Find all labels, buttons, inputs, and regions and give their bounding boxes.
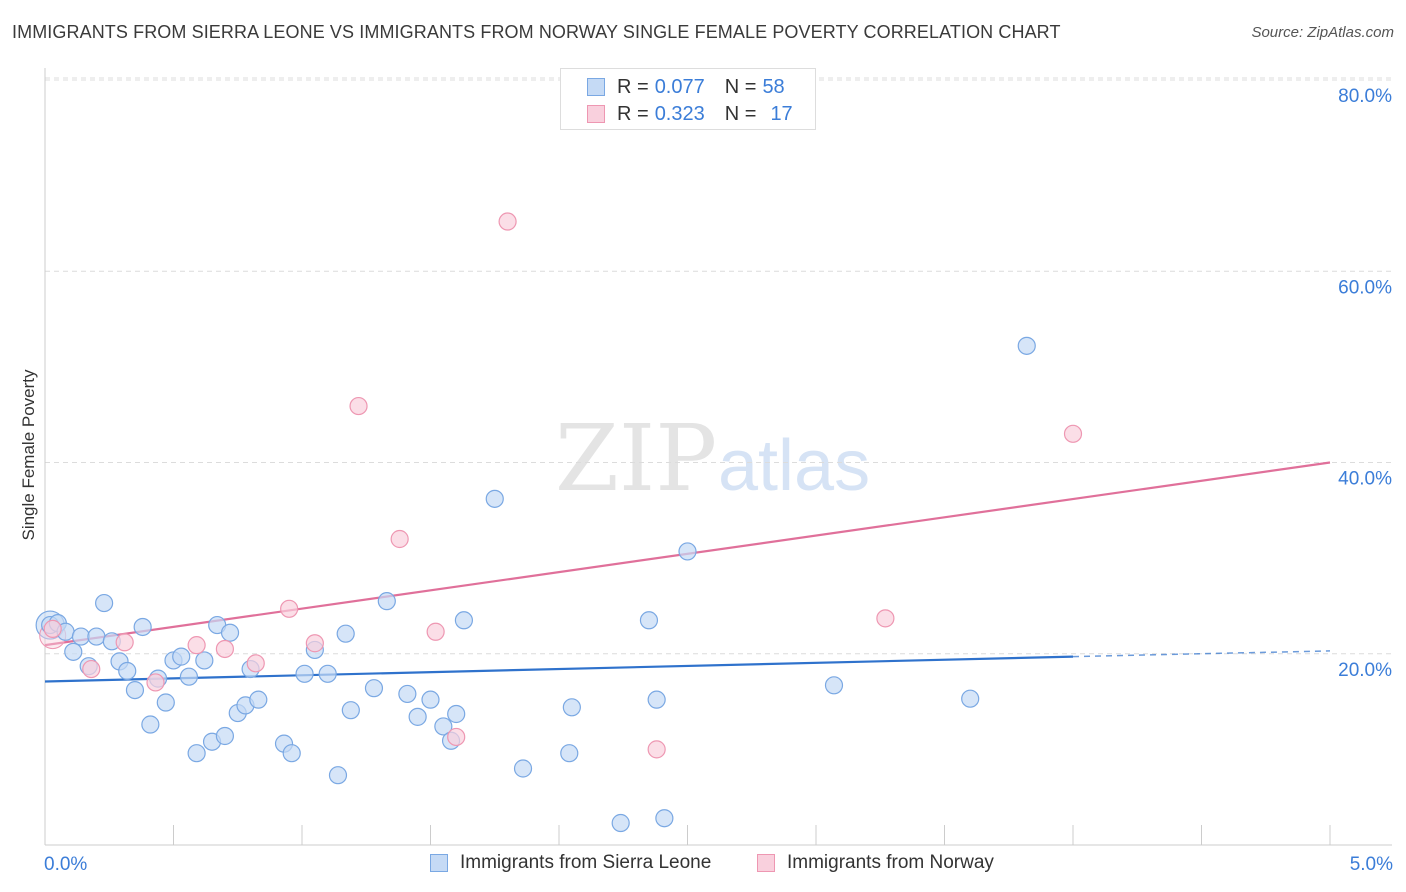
point-sierra-leone — [71, 627, 91, 646]
legend-item-norway: Immigrants from Norway — [757, 852, 994, 874]
watermark-zip: ZIP — [555, 405, 717, 512]
point-norway — [43, 619, 62, 638]
point-sierra-leone — [318, 664, 337, 683]
legend-swatch-blue — [587, 78, 605, 96]
point-sierra-leone — [824, 676, 844, 695]
legend-n-label: N = — [724, 102, 757, 125]
y-tick-label: 60.0% — [1338, 277, 1392, 298]
point-sierra-leone — [249, 690, 268, 709]
point-norway — [349, 396, 368, 416]
legend-n-label: N = — [724, 75, 757, 98]
point-norway — [187, 636, 206, 655]
axes — [44, 68, 1392, 846]
x-tick-label: 5.0% — [1350, 854, 1393, 875]
point-norway — [82, 659, 101, 679]
point-sierra-leone — [95, 593, 114, 613]
point-sierra-leone — [187, 744, 206, 763]
point-sierra-leone — [377, 592, 396, 611]
point-sierra-leone — [655, 809, 674, 828]
point-norway — [280, 599, 299, 618]
x-tick-label: 0.0% — [44, 854, 87, 875]
point-sierra-leone — [295, 664, 314, 683]
point-sierra-leone — [87, 627, 106, 646]
point-sierra-leone — [118, 661, 137, 681]
point-norway — [1063, 424, 1083, 443]
point-sierra-leone — [172, 647, 191, 666]
legend-r-label: R = — [617, 75, 649, 98]
legend-swatch-pink — [757, 854, 775, 872]
legend-swatch-pink — [587, 105, 605, 123]
legend-n-value: 17 — [770, 102, 793, 125]
point-sierra-leone — [125, 680, 145, 700]
y-tick-label: 20.0% — [1338, 660, 1392, 681]
point-norway — [246, 654, 265, 673]
point-sierra-leone — [156, 693, 175, 712]
point-sierra-leone — [282, 744, 301, 763]
series-legend: Immigrants from Sierra Leone Immigrants … — [0, 852, 1406, 876]
point-norway — [390, 529, 409, 549]
point-sierra-leone — [454, 611, 474, 630]
point-sierra-leone — [647, 690, 666, 709]
chart-title: IMMIGRANTS FROM SIERRA LEONE VS IMMIGRAN… — [12, 22, 1061, 42]
watermark-atlas: atlas — [718, 426, 870, 506]
source-credit: Source: ZipAtlas.com — [1251, 24, 1394, 41]
point-sierra-leone — [408, 707, 427, 726]
point-sierra-leone — [336, 624, 355, 643]
legend-label-sierra-leone: Immigrants from Sierra Leone — [460, 852, 712, 873]
point-sierra-leone — [398, 684, 417, 704]
point-sierra-leone — [328, 766, 348, 785]
legend-row-sierra-leone: R = 0.077 N = 58 — [587, 76, 785, 98]
point-norway — [498, 212, 517, 231]
point-sierra-leone — [562, 698, 581, 717]
point-norway — [115, 633, 134, 652]
point-norway — [305, 634, 324, 653]
legend-r-value: 0.077 — [654, 75, 705, 98]
point-sierra-leone — [64, 642, 83, 661]
legend-r-label: R = — [617, 102, 649, 125]
point-sierra-leone — [341, 701, 360, 720]
point-norway — [215, 639, 234, 659]
point-sierra-leone — [220, 623, 240, 642]
point-sierra-leone — [133, 617, 152, 637]
y-tick-label: 80.0% — [1338, 86, 1392, 107]
point-sierra-leone — [611, 813, 630, 833]
point-sierra-leone — [215, 726, 234, 746]
tick-labels: 20.0% 40.0% 60.0% 80.0% 0.0% 5.0% — [44, 86, 1393, 875]
point-norway — [447, 727, 466, 747]
point-norway — [876, 609, 895, 628]
legend-r-value: 0.323 — [654, 102, 705, 125]
point-sierra-leone — [447, 704, 466, 724]
point-sierra-leone — [639, 611, 659, 630]
point-sierra-leone — [1017, 336, 1036, 355]
point-sierra-leone — [179, 667, 199, 686]
point-sierra-leone — [560, 744, 579, 763]
legend-n-value: 58 — [762, 75, 785, 98]
legend-label-norway: Immigrants from Norway — [787, 852, 994, 873]
point-sierra-leone — [961, 689, 980, 708]
legend-row-norway: R = 0.323 N = 17 — [587, 103, 793, 125]
y-axis-label: Single Female Poverty — [19, 369, 38, 541]
point-sierra-leone — [434, 717, 453, 736]
data-points — [35, 212, 1083, 833]
point-sierra-leone — [141, 715, 160, 734]
legend-item-sierra-leone: Immigrants from Sierra Leone — [430, 852, 711, 874]
point-sierra-leone — [421, 690, 440, 709]
gridlines — [45, 77, 1392, 655]
point-sierra-leone — [364, 679, 384, 698]
legend-swatch-blue — [430, 854, 448, 872]
point-norway — [146, 673, 165, 692]
point-sierra-leone — [485, 489, 504, 508]
y-tick-label: 40.0% — [1338, 469, 1392, 490]
point-sierra-leone — [513, 759, 533, 778]
point-norway — [426, 622, 445, 641]
point-norway — [647, 740, 666, 759]
trend-line-sierra-leone — [44, 655, 1074, 683]
point-sierra-leone — [195, 651, 214, 670]
correlation-legend: R = 0.077 N = 58 R = 0.323 N = 17 — [560, 68, 816, 130]
trend-line-sierra-leone-extension — [1072, 650, 1331, 658]
point-sierra-leone — [678, 542, 697, 561]
